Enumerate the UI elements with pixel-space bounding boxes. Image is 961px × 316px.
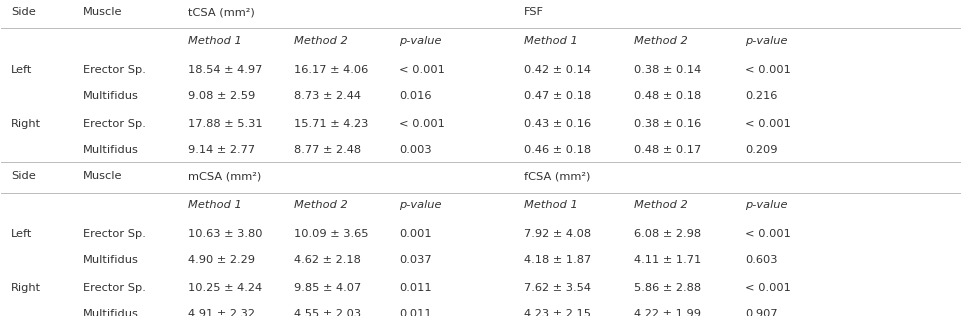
Text: Method 2: Method 2	[634, 200, 687, 210]
Text: Side: Side	[11, 7, 36, 17]
Text: 8.77 ± 2.48: 8.77 ± 2.48	[294, 145, 360, 155]
Text: 10.63 ± 3.80: 10.63 ± 3.80	[188, 229, 262, 239]
Text: 0.011: 0.011	[399, 309, 431, 316]
Text: 0.001: 0.001	[399, 229, 431, 239]
Text: 4.18 ± 1.87: 4.18 ± 1.87	[524, 255, 591, 265]
Text: < 0.001: < 0.001	[744, 65, 790, 75]
Text: Side: Side	[11, 171, 36, 181]
Text: 0.42 ± 0.14: 0.42 ± 0.14	[524, 65, 591, 75]
Text: Right: Right	[11, 283, 41, 293]
Text: 0.003: 0.003	[399, 145, 431, 155]
Text: p-value: p-value	[744, 200, 786, 210]
Text: 17.88 ± 5.31: 17.88 ± 5.31	[188, 119, 262, 129]
Text: Method 1: Method 1	[188, 200, 242, 210]
Text: 9.14 ± 2.77: 9.14 ± 2.77	[188, 145, 256, 155]
Text: 4.23 ± 2.15: 4.23 ± 2.15	[524, 309, 591, 316]
Text: 0.38 ± 0.14: 0.38 ± 0.14	[634, 65, 701, 75]
Text: 8.73 ± 2.44: 8.73 ± 2.44	[294, 91, 360, 101]
Text: p-value: p-value	[744, 36, 786, 46]
Text: < 0.001: < 0.001	[744, 283, 790, 293]
Text: 0.216: 0.216	[744, 91, 776, 101]
Text: 7.92 ± 4.08: 7.92 ± 4.08	[524, 229, 591, 239]
Text: < 0.001: < 0.001	[399, 119, 445, 129]
Text: Method 1: Method 1	[188, 36, 242, 46]
Text: 0.011: 0.011	[399, 283, 431, 293]
Text: Erector Sp.: Erector Sp.	[83, 229, 146, 239]
Text: < 0.001: < 0.001	[399, 65, 445, 75]
Text: 4.91 ± 2.32: 4.91 ± 2.32	[188, 309, 256, 316]
Text: Multifidus: Multifidus	[83, 145, 138, 155]
Text: Method 1: Method 1	[524, 200, 578, 210]
Text: 0.907: 0.907	[744, 309, 776, 316]
Text: Right: Right	[11, 119, 41, 129]
Text: 4.90 ± 2.29: 4.90 ± 2.29	[188, 255, 256, 265]
Text: Left: Left	[11, 65, 33, 75]
Text: Left: Left	[11, 229, 33, 239]
Text: Method 2: Method 2	[294, 200, 347, 210]
Text: Erector Sp.: Erector Sp.	[83, 65, 146, 75]
Text: 0.48 ± 0.18: 0.48 ± 0.18	[634, 91, 701, 101]
Text: p-value: p-value	[399, 200, 441, 210]
Text: Method 2: Method 2	[634, 36, 687, 46]
Text: 15.71 ± 4.23: 15.71 ± 4.23	[294, 119, 368, 129]
Text: 4.11 ± 1.71: 4.11 ± 1.71	[634, 255, 701, 265]
Text: 0.48 ± 0.17: 0.48 ± 0.17	[634, 145, 701, 155]
Text: 9.85 ± 4.07: 9.85 ± 4.07	[294, 283, 360, 293]
Text: Erector Sp.: Erector Sp.	[83, 119, 146, 129]
Text: tCSA (mm²): tCSA (mm²)	[188, 7, 255, 17]
Text: 16.17 ± 4.06: 16.17 ± 4.06	[294, 65, 368, 75]
Text: Muscle: Muscle	[83, 7, 122, 17]
Text: < 0.001: < 0.001	[744, 229, 790, 239]
Text: < 0.001: < 0.001	[744, 119, 790, 129]
Text: 5.86 ± 2.88: 5.86 ± 2.88	[634, 283, 701, 293]
Text: 18.54 ± 4.97: 18.54 ± 4.97	[188, 65, 262, 75]
Text: 0.016: 0.016	[399, 91, 431, 101]
Text: mCSA (mm²): mCSA (mm²)	[188, 171, 261, 181]
Text: 10.09 ± 3.65: 10.09 ± 3.65	[294, 229, 368, 239]
Text: 10.25 ± 4.24: 10.25 ± 4.24	[188, 283, 262, 293]
Text: 0.47 ± 0.18: 0.47 ± 0.18	[524, 91, 591, 101]
Text: 0.43 ± 0.16: 0.43 ± 0.16	[524, 119, 591, 129]
Text: 0.603: 0.603	[744, 255, 776, 265]
Text: 0.46 ± 0.18: 0.46 ± 0.18	[524, 145, 591, 155]
Text: 0.38 ± 0.16: 0.38 ± 0.16	[634, 119, 701, 129]
Text: Method 1: Method 1	[524, 36, 578, 46]
Text: Muscle: Muscle	[83, 171, 122, 181]
Text: Multifidus: Multifidus	[83, 309, 138, 316]
Text: 0.209: 0.209	[744, 145, 776, 155]
Text: Method 2: Method 2	[294, 36, 347, 46]
Text: 4.22 ± 1.99: 4.22 ± 1.99	[634, 309, 701, 316]
Text: fCSA (mm²): fCSA (mm²)	[524, 171, 590, 181]
Text: p-value: p-value	[399, 36, 441, 46]
Text: 7.62 ± 3.54: 7.62 ± 3.54	[524, 283, 591, 293]
Text: Erector Sp.: Erector Sp.	[83, 283, 146, 293]
Text: 0.037: 0.037	[399, 255, 431, 265]
Text: FSF: FSF	[524, 7, 544, 17]
Text: 6.08 ± 2.98: 6.08 ± 2.98	[634, 229, 701, 239]
Text: 4.55 ± 2.03: 4.55 ± 2.03	[294, 309, 360, 316]
Text: Multifidus: Multifidus	[83, 255, 138, 265]
Text: 9.08 ± 2.59: 9.08 ± 2.59	[188, 91, 256, 101]
Text: 4.62 ± 2.18: 4.62 ± 2.18	[294, 255, 360, 265]
Text: Multifidus: Multifidus	[83, 91, 138, 101]
